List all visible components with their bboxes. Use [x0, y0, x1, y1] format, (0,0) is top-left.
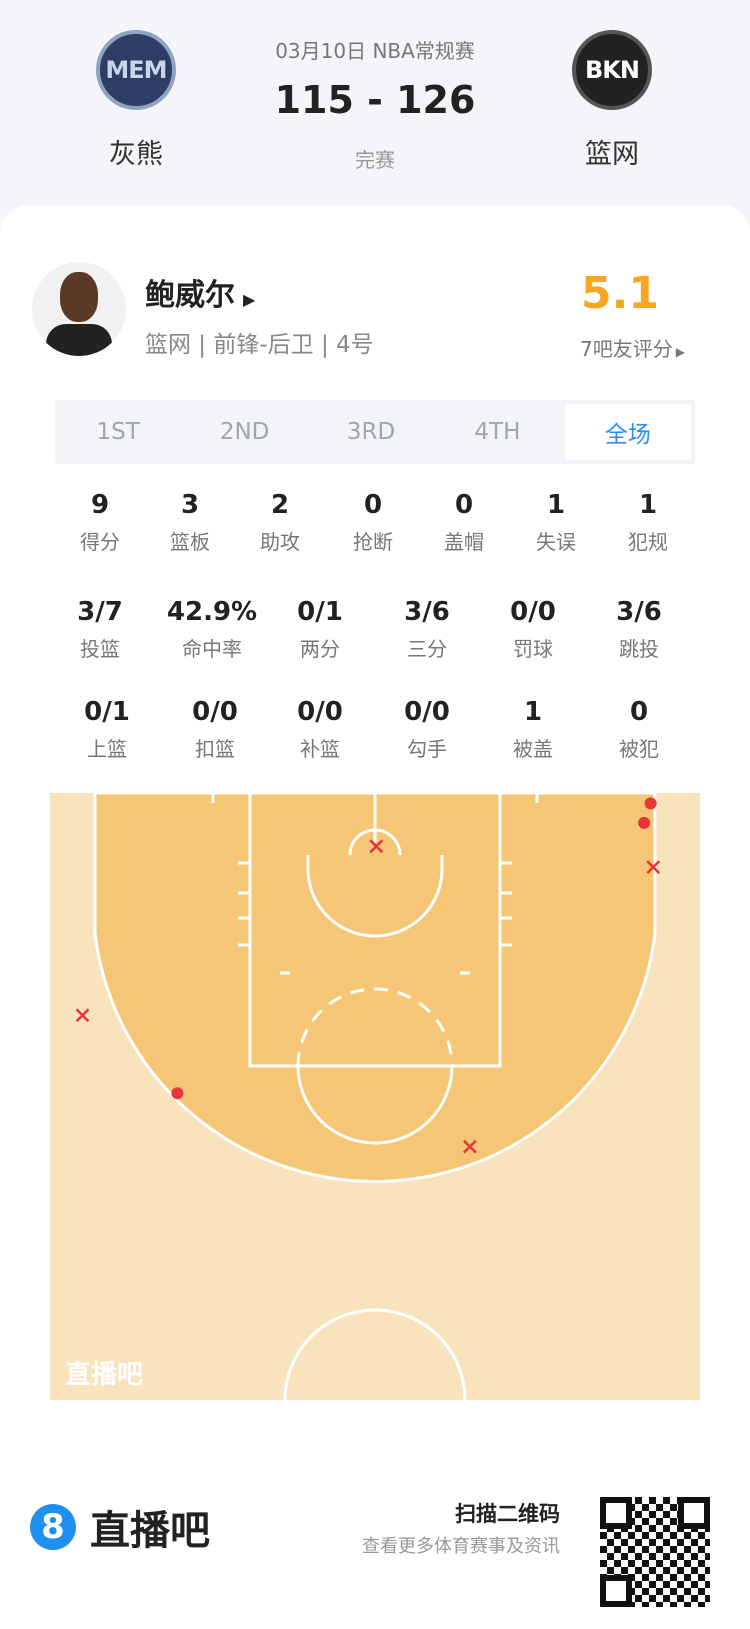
stat-item: 3/7 投篮 [45, 597, 155, 662]
mem-team-logo[interactable]: MEM [96, 30, 176, 110]
court-lines [211, 793, 539, 1400]
stat-item: 9 得分 [45, 490, 155, 555]
caret-right-icon: ▶ [243, 290, 256, 309]
stat-item: 42.9% 命中率 [157, 597, 267, 662]
stat-label: 失误 [536, 530, 576, 554]
stat-value: 0/0 [297, 697, 343, 727]
court-watermark: 直播吧 [65, 1360, 143, 1390]
period-tabs: 1ST 2ND 3RD 4TH 全场 [55, 400, 695, 464]
stat-label: 被犯 [619, 737, 659, 761]
stat-label: 三分 [407, 637, 447, 661]
stat-value: 1 [546, 490, 566, 520]
rating-link[interactable]: 7吧友评分 ▶ [580, 337, 685, 361]
stat-value: 0/1 [84, 697, 130, 727]
missed-shot-marker [369, 839, 384, 854]
tab-2[interactable]: 3RD [346, 419, 396, 445]
stat-value: 3/6 [616, 597, 662, 627]
stat-item: 0 盖帽 [409, 490, 519, 555]
stat-value: 0 [454, 490, 474, 520]
missed-shot-marker [75, 1008, 90, 1023]
stat-item: 0/0 补篮 [265, 697, 375, 762]
stat-item: 0/1 两分 [265, 597, 375, 662]
tab-4[interactable]: 全场 [564, 404, 692, 460]
stat-label: 犯规 [628, 530, 668, 554]
stat-value: 3/6 [404, 597, 450, 627]
brand-name: 直播吧 [90, 1508, 210, 1554]
stat-label: 两分 [300, 637, 340, 661]
stat-value: 3 [180, 490, 200, 520]
stat-label: 命中率 [182, 637, 242, 661]
tab-1[interactable]: 2ND [219, 419, 270, 445]
tab-0[interactable]: 1ST [96, 419, 140, 445]
stat-value: 0/0 [510, 597, 556, 627]
away-team-name[interactable]: 篮网 [585, 139, 639, 170]
stat-item: 2 助攻 [225, 490, 335, 555]
game-status: 完赛 [355, 148, 395, 172]
stat-value: 2 [270, 490, 290, 520]
stat-label: 被盖 [513, 737, 553, 761]
stat-label: 盖帽 [444, 530, 484, 554]
stat-label: 上篮 [87, 737, 127, 761]
stat-item: 3 篮板 [135, 490, 245, 555]
qr-code[interactable] [600, 1497, 710, 1607]
player-name[interactable]: 鲍威尔 ▶ [145, 278, 256, 313]
stat-value: 0/0 [404, 697, 450, 727]
stat-item: 1 失误 [501, 490, 611, 555]
footer-brand[interactable]: 8 直播吧 [30, 1498, 210, 1556]
made-shot-marker [171, 1087, 184, 1100]
missed-shot-marker [463, 1139, 477, 1154]
score: 115 - 126 [274, 78, 476, 122]
player-info: 篮网 | 前锋-后卫 | 4号 [145, 332, 374, 358]
stat-item: 0 抢断 [318, 490, 428, 555]
stat-item: 0/0 罚球 [478, 597, 588, 662]
brand-logo-icon: 8 [30, 1504, 76, 1550]
made-shot-marker [644, 797, 657, 810]
stat-value: 0 [363, 490, 383, 520]
stat-label: 跳投 [619, 637, 659, 661]
three-point-area [93, 793, 657, 1183]
stat-item: 3/6 跳投 [584, 597, 694, 662]
tab-3[interactable]: 4TH [474, 419, 521, 445]
date-league: 03月10日 NBA常规赛 [275, 39, 475, 63]
stat-item: 1 被盖 [478, 697, 588, 762]
caret-right-icon: ▶ [675, 345, 685, 359]
stat-value: 3/7 [77, 597, 123, 627]
player-rating: 5.1 [581, 268, 659, 319]
stat-label: 投篮 [80, 637, 120, 661]
stat-item: 0/0 扣篮 [160, 697, 270, 762]
stat-item: 3/6 三分 [372, 597, 482, 662]
stat-label: 篮板 [170, 530, 210, 554]
stat-item: 1 犯规 [593, 490, 703, 555]
stat-item: 0/1 上篮 [52, 697, 162, 762]
stat-value: 0/1 [297, 597, 343, 627]
stat-value: 42.9% [166, 597, 258, 627]
stat-value: 1 [523, 697, 543, 727]
bkn-team-logo[interactable]: BKN [572, 30, 652, 110]
player-avatar[interactable] [32, 262, 126, 356]
stat-label: 扣篮 [195, 737, 235, 761]
stat-label: 补篮 [300, 737, 340, 761]
stat-value: 9 [90, 490, 110, 520]
qr-title: 扫描二维码 [455, 1502, 560, 1526]
stat-item: 0/0 勾手 [372, 697, 482, 762]
stat-label: 得分 [80, 530, 120, 554]
stat-value: 1 [638, 490, 658, 520]
made-shot-marker [638, 816, 651, 829]
stat-label: 罚球 [513, 637, 553, 661]
stat-label: 勾手 [407, 737, 447, 761]
qr-subtitle: 查看更多体育赛事及资讯 [362, 1536, 560, 1557]
stat-label: 抢断 [353, 530, 393, 554]
shot-chart: 直播吧 [50, 793, 700, 1400]
missed-shot-marker [646, 860, 661, 874]
stat-value: 0/0 [192, 697, 238, 727]
stat-item: 0 被犯 [584, 697, 694, 762]
home-team-name[interactable]: 灰熊 [109, 139, 163, 170]
stat-value: 0 [629, 697, 649, 727]
stat-label: 助攻 [260, 530, 300, 554]
